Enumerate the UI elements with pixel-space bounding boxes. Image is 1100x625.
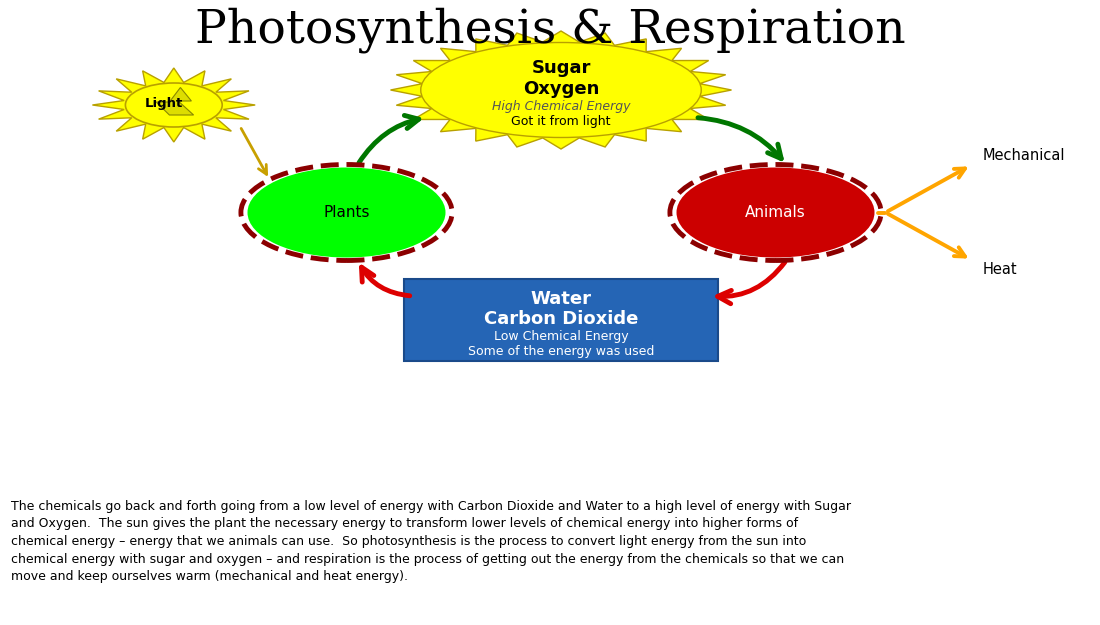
Circle shape: [676, 168, 874, 258]
Text: Low Chemical Energy: Low Chemical Energy: [494, 330, 628, 343]
Text: Heat: Heat: [982, 262, 1016, 278]
Polygon shape: [390, 31, 732, 149]
Text: Plants: Plants: [323, 205, 370, 220]
Text: Some of the energy was used: Some of the energy was used: [468, 345, 654, 358]
Text: Oxygen: Oxygen: [522, 79, 600, 98]
Circle shape: [125, 83, 222, 127]
Text: Sugar: Sugar: [531, 59, 591, 77]
Text: The chemicals go back and forth going from a low level of energy with Carbon Dio: The chemicals go back and forth going fr…: [11, 500, 851, 583]
Circle shape: [248, 168, 446, 258]
Polygon shape: [92, 68, 255, 142]
Polygon shape: [156, 88, 194, 115]
Text: Mechanical: Mechanical: [982, 148, 1065, 162]
Text: Got it from light: Got it from light: [512, 115, 610, 128]
Text: Carbon Dioxide: Carbon Dioxide: [484, 310, 638, 328]
Ellipse shape: [420, 42, 702, 138]
Text: Light: Light: [145, 98, 183, 111]
Text: Animals: Animals: [745, 205, 806, 220]
FancyBboxPatch shape: [405, 279, 718, 361]
Text: Photosynthesis & Respiration: Photosynthesis & Respiration: [195, 8, 905, 53]
Text: Water: Water: [530, 290, 592, 308]
Text: High Chemical Energy: High Chemical Energy: [492, 100, 630, 113]
